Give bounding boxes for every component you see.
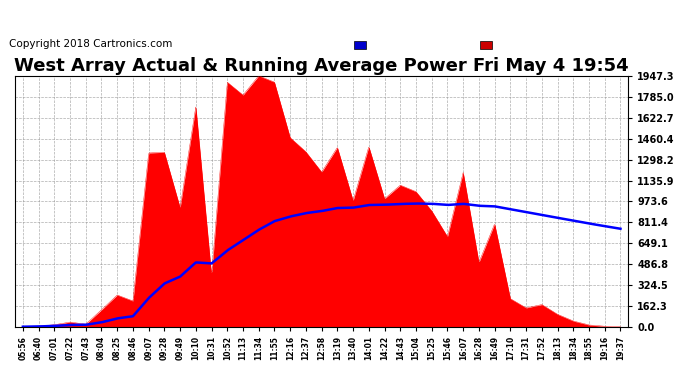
Text: Copyright 2018 Cartronics.com: Copyright 2018 Cartronics.com [9,39,172,50]
Title: West Array Actual & Running Average Power Fri May 4 19:54: West Array Actual & Running Average Powe… [14,57,629,75]
Legend: Average  (DC Watts), West Array  (DC Watts): Average (DC Watts), West Array (DC Watts… [352,38,624,52]
